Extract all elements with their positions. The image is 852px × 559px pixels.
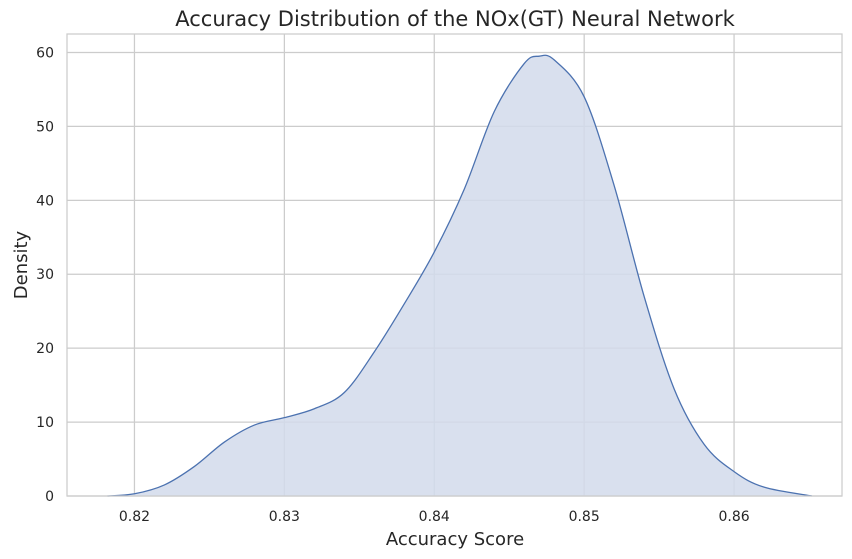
y-tick-label: 40 [36,193,54,209]
x-axis-label: Accuracy Score [386,529,524,550]
y-tick-label: 30 [36,267,54,283]
density-area [107,54,813,497]
y-tick-label: 20 [36,341,54,357]
x-axis-ticks: 0.82 0.83 0.84 0.85 0.86 [119,509,750,525]
y-tick-label: 0 [45,489,54,505]
density-fill [107,55,813,496]
y-tick-label: 10 [36,415,54,431]
x-tick-label: 0.85 [569,509,600,525]
y-axis-ticks: 0 10 20 30 40 50 60 [36,45,54,505]
x-tick-label: 0.86 [718,509,749,525]
density-curve [107,54,813,497]
x-tick-label: 0.84 [419,509,450,525]
chart-title: Accuracy Distribution of the NOx(GT) Neu… [175,7,735,31]
plot-frame [66,33,843,497]
y-tick-label: 50 [36,119,54,135]
y-tick-label: 60 [36,45,54,61]
x-tick-label: 0.82 [119,509,150,525]
y-axis-label: Density [11,230,32,299]
x-tick-label: 0.83 [269,509,300,525]
